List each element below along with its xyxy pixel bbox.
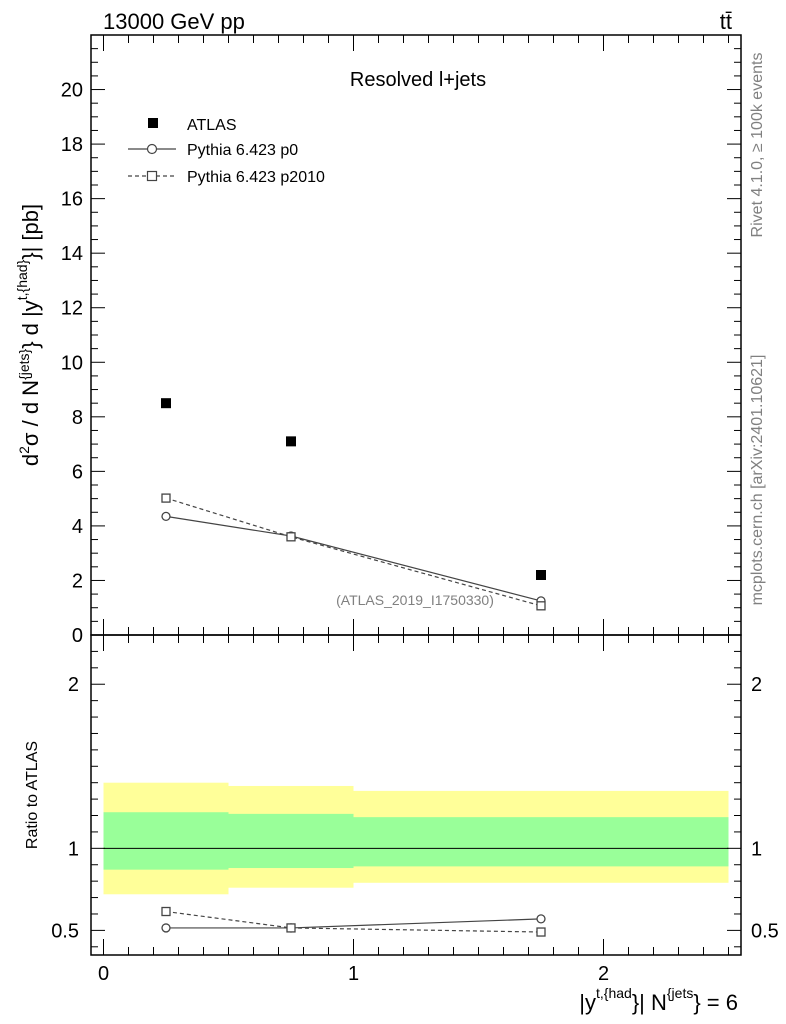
ratio-panel: 0.5 0.5 1 1 2 2 0 1 2 Ratio to ATLAS |yt,{had}| … <box>24 634 779 1015</box>
main-ytick-label: 4 <box>72 516 83 538</box>
ratio-ytick-label-right: 2 <box>751 674 762 696</box>
main-ytick-label: 18 <box>61 134 83 156</box>
ratio-band-green <box>353 817 729 867</box>
legend-label-p0: Pythia 6.423 p0 <box>187 142 298 159</box>
legend-label-atlas: ATLAS <box>187 117 237 134</box>
main-ytick-label: 14 <box>61 243 83 265</box>
main-ytick-label: 20 <box>61 80 83 102</box>
ratio-ylabel: Ratio to ATLAS <box>24 741 41 849</box>
ratio-p0-point <box>161 923 171 933</box>
ratio-p0-point <box>536 914 546 924</box>
legend: ATLAS Pythia 6.423 p0 Pythia 6.423 p2010 <box>128 117 325 186</box>
ratio-band-green <box>228 813 354 869</box>
main-p2010-point <box>286 532 296 542</box>
main-atlas-point <box>286 436 296 447</box>
energy-label: 13000 GeV pp <box>103 9 245 34</box>
ratio-band-green <box>103 812 229 870</box>
main-ytick-label: 2 <box>72 570 83 592</box>
ratio-p2010-point <box>161 906 171 917</box>
ratio-p2010-point <box>286 923 296 933</box>
plot-title: Resolved l+jets <box>350 69 486 91</box>
ratio-data <box>161 906 546 937</box>
legend-marker-p2010 <box>146 170 158 182</box>
main-ytick-label: 12 <box>61 298 83 320</box>
main-atlas-point <box>536 570 546 580</box>
mcplots-label: mcplots.cern.ch [arXiv:2401.10621] <box>749 355 766 606</box>
ratio-p2010-line <box>165 910 542 933</box>
ratio-ytick-label-left: 0.5 <box>51 920 79 942</box>
ratio-frame <box>90 634 742 956</box>
ratio-bands <box>103 782 729 895</box>
svg-text:d2σ / d N{jets}} d |yt,{had}}|: d2σ / d N{jets}} d |yt,{had}}| [pb] <box>14 204 43 466</box>
main-p2010-point <box>536 601 546 611</box>
ratio-ytick-label-left: 2 <box>68 674 79 696</box>
svg-text:|yt,{had}| N{jets} = 6: |yt,{had}| N{jets} = 6 <box>579 985 738 1015</box>
main-ytick-label: 0 <box>72 625 83 647</box>
main-ytick-label: 10 <box>61 352 83 374</box>
ratio-ytick-label-right: 0.5 <box>751 920 779 942</box>
main-ytick-label: 6 <box>72 461 83 483</box>
legend-marker-p0 <box>146 143 158 155</box>
legend-label-p2010: Pythia 6.423 p2010 <box>187 169 325 186</box>
analysis-label: (ATLAS_2019_I1750330) <box>336 592 494 608</box>
ratio-ytick-label-right: 1 <box>751 838 762 860</box>
xtick-label: 0 <box>98 963 109 985</box>
xlabel: |yt,{had}| N{jets} = 6 <box>579 985 738 1015</box>
main-ylabel: d2σ / d N{jets}} d |yt,{had}}| [pb] <box>14 204 43 466</box>
main-p0-point <box>161 511 171 522</box>
legend-marker-atlas <box>148 118 158 128</box>
main-ytick-label: 16 <box>61 189 83 211</box>
main-p2010-point <box>161 493 171 503</box>
process-label: tt̄ <box>720 9 732 34</box>
main-atlas-point <box>161 398 171 409</box>
main-p2010-line <box>165 497 542 607</box>
main-panel: 0 2 4 6 8 10 12 14 16 18 20 Resolved l+jets (ATLAS… <box>14 34 742 647</box>
ratio-p0-line <box>166 918 542 929</box>
ratio-axis-ticks: 0.5 0.5 1 1 2 2 0 1 2 <box>51 635 779 985</box>
xtick-label: 2 <box>598 963 609 985</box>
rivet-label: Rivet 4.1.0, ≥ 100k events <box>749 53 766 238</box>
main-data <box>161 398 546 611</box>
main-axis-ticks: 0 2 4 6 8 10 12 14 16 18 20 <box>61 35 741 647</box>
ratio-p2010-point <box>536 927 546 937</box>
ratio-ytick-label-left: 1 <box>68 838 79 860</box>
xtick-label: 1 <box>348 963 359 985</box>
main-ytick-label: 8 <box>72 407 83 429</box>
main-p0-line <box>165 515 542 602</box>
